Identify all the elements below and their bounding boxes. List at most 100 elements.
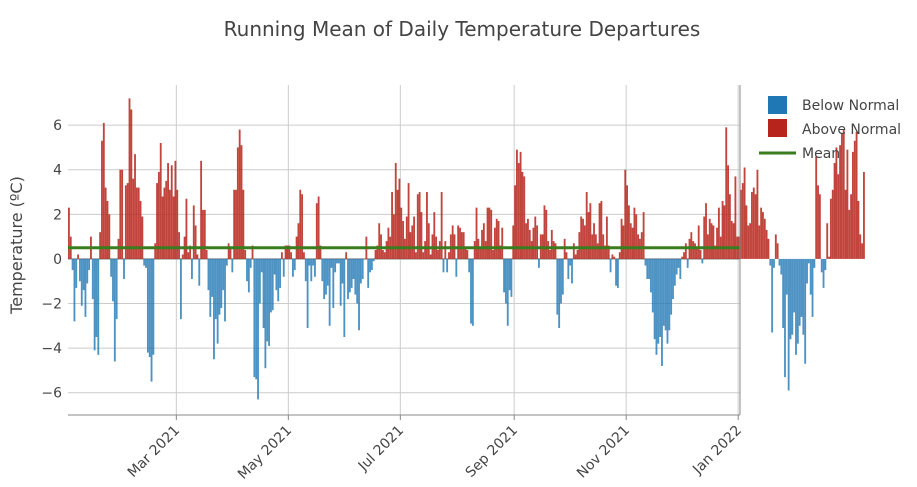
bar-above-normal <box>514 185 516 259</box>
bar-above-normal <box>690 232 693 259</box>
bar-below-normal <box>80 258 83 306</box>
y-tick-label: −2 <box>41 297 62 313</box>
bar-above-normal <box>426 192 428 259</box>
bar-above-normal <box>233 189 236 259</box>
bar-above-normal <box>549 250 551 259</box>
bar-below-normal <box>323 258 326 300</box>
bar-above-normal <box>734 176 737 259</box>
bar-above-normal <box>161 196 164 259</box>
bar-below-normal <box>145 258 147 268</box>
bar-below-normal <box>352 258 355 279</box>
bar-below-normal <box>73 258 76 322</box>
bar-below-normal <box>279 258 281 288</box>
bar-above-normal <box>227 243 230 259</box>
bar-above-normal <box>620 218 623 259</box>
bar-above-normal <box>695 247 698 259</box>
bar-below-normal <box>657 258 660 344</box>
bar-above-normal <box>416 194 419 259</box>
bar-above-normal <box>605 216 608 259</box>
bar-below-normal <box>650 258 652 293</box>
bar-below-normal <box>811 258 814 317</box>
bar-above-normal <box>132 178 135 259</box>
legend-item-above-normal[interactable]: Above Normal <box>768 119 901 138</box>
bar-below-normal <box>348 258 351 293</box>
bar-below-normal <box>791 258 794 335</box>
bar-above-normal <box>716 227 718 259</box>
bar-above-normal <box>101 140 103 259</box>
bar-below-normal <box>648 258 651 279</box>
bar-below-normal <box>370 258 373 271</box>
bar-above-normal <box>613 256 616 259</box>
bar-above-normal <box>392 214 395 259</box>
bar-above-normal <box>684 243 687 259</box>
axes: −6 −4 −2 0 2 4 6 Mar 2021 May 2021 Jul 2021 Sep 20… <box>41 85 745 483</box>
legend-swatch-above-normal <box>768 119 787 137</box>
bar-below-normal <box>510 258 513 297</box>
bar-above-normal <box>460 232 463 259</box>
bar-below-normal <box>661 258 663 366</box>
bar-above-normal <box>582 218 584 259</box>
bar-above-normal <box>752 187 755 259</box>
bar-below-normal <box>97 258 100 355</box>
bar-above-normal <box>837 174 840 259</box>
bar-above-normal <box>853 140 856 259</box>
bar-below-normal <box>260 258 263 273</box>
bar-below-normal <box>701 258 704 264</box>
bar-above-normal <box>523 176 526 259</box>
bar-below-normal <box>769 258 772 266</box>
bar-above-normal <box>202 209 204 259</box>
bar-above-normal <box>550 229 553 259</box>
bar-above-normal <box>587 212 590 259</box>
bar-above-normal <box>391 192 393 259</box>
bar-above-normal <box>633 207 636 259</box>
bar-above-normal <box>628 205 630 259</box>
bar-above-normal <box>763 218 766 259</box>
bar-above-normal <box>303 252 305 259</box>
bar-above-normal <box>170 165 173 259</box>
legend-item-below-normal[interactable]: Below Normal <box>768 96 899 114</box>
legend-item-mean[interactable]: Mean <box>759 146 840 162</box>
bar-above-normal <box>402 221 404 259</box>
bar-above-normal <box>438 241 441 259</box>
bar-above-normal <box>126 183 129 259</box>
bar-above-normal <box>187 252 190 259</box>
bar-above-normal <box>492 250 494 259</box>
bar-below-normal <box>110 258 113 277</box>
bar-below-normal <box>354 258 357 295</box>
bar-below-normal <box>82 258 85 291</box>
bar-below-normal <box>264 258 267 369</box>
bar-below-normal <box>86 258 89 284</box>
bar-below-normal <box>262 258 265 329</box>
bar-above-normal <box>740 189 742 259</box>
bar-below-normal <box>191 258 193 279</box>
bar-below-normal <box>822 258 825 288</box>
x-tick-label: Sep 2021 <box>463 423 521 481</box>
bar-above-normal <box>512 225 515 259</box>
bar-above-normal <box>532 227 535 259</box>
bar-above-normal <box>839 145 841 259</box>
bar-below-normal <box>112 258 114 302</box>
bar-above-normal <box>530 241 533 259</box>
y-tick-label: 0 <box>53 252 62 268</box>
bar-above-normal <box>385 241 388 259</box>
bar-above-normal <box>409 232 412 259</box>
bar-below-normal <box>225 258 228 266</box>
bar-above-normal <box>77 254 80 259</box>
bar-below-normal <box>455 258 458 277</box>
bar-below-normal <box>820 258 823 273</box>
bar-above-normal <box>694 243 696 259</box>
bar-above-normal <box>448 252 450 259</box>
bar-above-normal <box>497 221 500 259</box>
bar-above-normal <box>626 185 628 259</box>
bar-above-normal <box>119 169 122 259</box>
bar-above-normal <box>413 216 416 259</box>
bar-above-normal <box>622 225 625 259</box>
x-tick-label: Jan 2022 <box>689 423 745 479</box>
legend[interactable]: Below Normal Above Normal Mean <box>759 96 901 162</box>
bar-above-normal <box>583 225 586 259</box>
bar-above-normal <box>407 183 410 259</box>
bar-below-normal <box>561 258 564 295</box>
bar-below-normal <box>180 258 182 320</box>
bar-above-normal <box>473 241 476 259</box>
